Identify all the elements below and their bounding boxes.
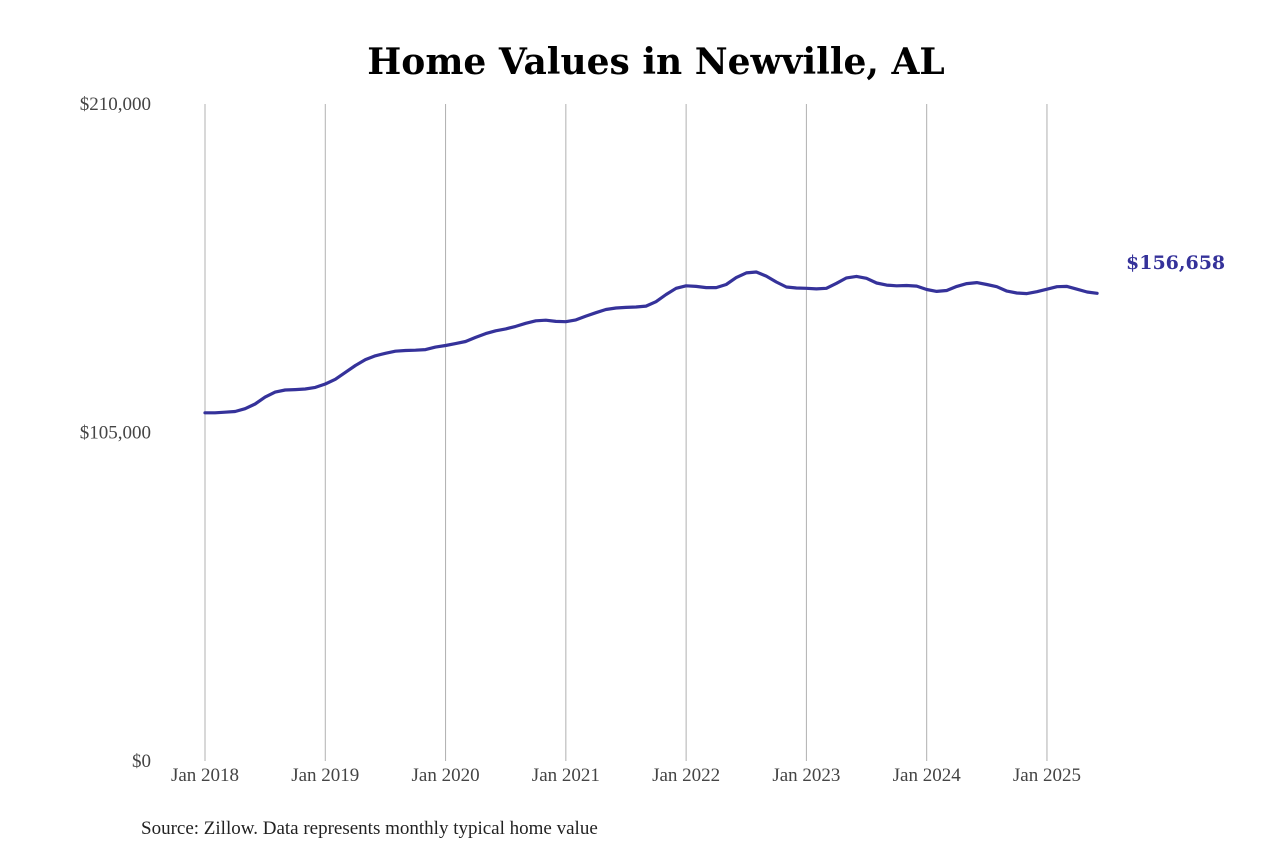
x-tick-label: Jan 2019 bbox=[291, 765, 359, 786]
x-tick-label: Jan 2024 bbox=[893, 765, 962, 786]
x-axis-tick-labels: Jan 2018 Jan 2019 Jan 2020 Jan 2021 Jan 2022… bbox=[171, 765, 1081, 786]
x-tick-label: Jan 2022 bbox=[652, 765, 720, 786]
y-tick-label: $105,000 bbox=[80, 423, 151, 444]
y-tick-label: $210,000 bbox=[80, 94, 151, 115]
last-value-label: $156,658 bbox=[1126, 252, 1225, 274]
vertical-gridlines bbox=[204, 104, 1048, 761]
y-tick-label: $0 bbox=[132, 751, 151, 772]
x-tick-label: Jan 2020 bbox=[412, 765, 480, 786]
source-note: Source: Zillow. Data represents monthly … bbox=[141, 818, 598, 839]
x-tick-label: Jan 2021 bbox=[532, 765, 600, 786]
chart-title: Home Values in Newville, AL bbox=[367, 41, 944, 83]
home-value-line bbox=[203, 270, 1099, 415]
x-tick-label: Jan 2023 bbox=[772, 765, 840, 786]
y-axis-tick-labels: $0 $105,000 $210,000 bbox=[80, 94, 151, 772]
x-tick-label: Jan 2025 bbox=[1013, 765, 1081, 786]
x-tick-label: Jan 2018 bbox=[171, 765, 239, 786]
